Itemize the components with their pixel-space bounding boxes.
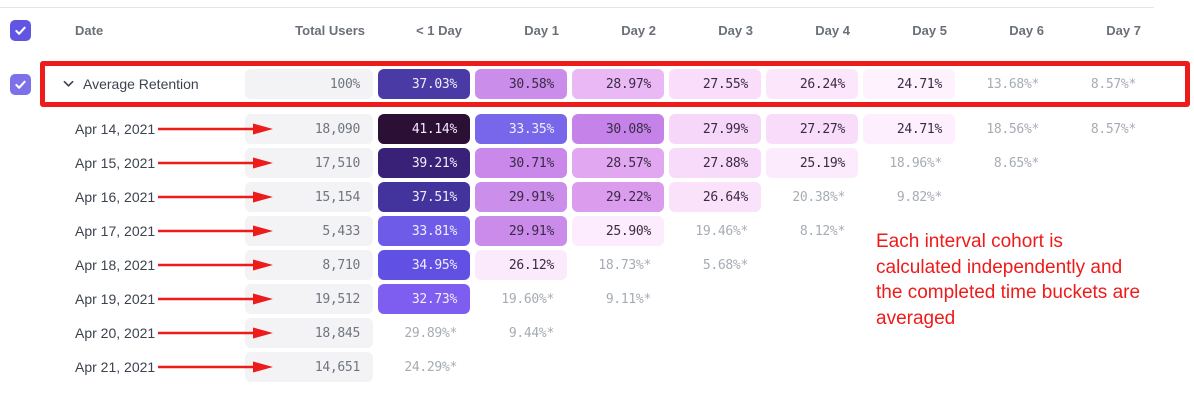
retention-cell-lt-1-day: 37.51% (378, 182, 470, 212)
retention-cell-day-4: 20.38%* (792, 189, 845, 205)
cohort-date-label: Apr 16, 2021 (75, 189, 156, 205)
retention-cell-lt-1-day: 37.03% (378, 69, 470, 99)
cohort-date-label: Apr 20, 2021 (75, 325, 156, 341)
row-label-cell: Apr 17, 2021 (50, 223, 245, 239)
retention-cell-day-1: 30.71% (475, 148, 567, 178)
row-label-cell: Average Retention (50, 76, 245, 92)
cohort-date-label: Apr 17, 2021 (75, 223, 156, 239)
cohort-row-apr-15-2021: Apr 15, 2021 17,510 39.21% 30.71% 28.57% 27.8… (10, 146, 1154, 180)
retention-cell-day-1: 29.91% (475, 182, 567, 212)
retention-cell-lt-1-day: 24.29%* (404, 359, 457, 375)
row-label-cell: Apr 15, 2021 (50, 155, 245, 171)
retention-cohort-table: Date Total Users < 1 Day Day 1 Day 2 Day 3 Day… (0, 7, 1190, 384)
column-header-day-6: Day 6 (1009, 23, 1044, 38)
row-label-cell: Apr 18, 2021 (50, 257, 245, 273)
retention-cell-day-3: 27.99% (669, 114, 761, 144)
retention-cell-lt-1-day: 32.73% (378, 284, 470, 314)
cohort-date-label: Apr 14, 2021 (75, 121, 156, 137)
column-header-day-4: Day 4 (815, 23, 850, 38)
retention-cell-day-2: 9.11%* (605, 291, 651, 307)
retention-cell-day-1: 30.58% (475, 69, 567, 99)
cohort-row-apr-16-2021: Apr 16, 2021 15,154 37.51% 29.91% 29.22% 26.6… (10, 180, 1154, 214)
select-all-checkbox[interactable] (10, 20, 31, 41)
retention-cell-day-2: 18.73%* (598, 257, 651, 273)
total-users-cell: 100% (245, 69, 373, 99)
retention-cell-lt-1-day: 33.81% (378, 216, 470, 246)
column-header-day-1: Day 1 (524, 23, 559, 38)
retention-cell-day-4: 27.27% (766, 114, 858, 144)
select-all-cell (10, 20, 50, 41)
retention-cell-day-2: 28.97% (572, 69, 664, 99)
cohort-row-apr-14-2021: Apr 14, 2021 18,090 41.14% 33.35% 30.08% 27.9… (10, 112, 1154, 146)
cohort-row-apr-17-2021: Apr 17, 2021 5,433 33.81% 29.91% 25.90% 19.46… (10, 214, 1154, 248)
total-users-cell: 14,651 (245, 352, 373, 382)
column-header-day-7: Day 7 (1106, 23, 1141, 38)
retention-cell-day-1: 26.12% (475, 250, 567, 280)
total-users-cell: 18,845 (245, 318, 373, 348)
cohort-date-label: Apr 15, 2021 (75, 155, 156, 171)
column-header-day-3: Day 3 (718, 23, 753, 38)
cohort-date-label: Apr 19, 2021 (75, 291, 156, 307)
retention-cell-day-1: 9.44%* (508, 325, 554, 341)
retention-cell-lt-1-day: 39.21% (378, 148, 470, 178)
row-select-cell (10, 73, 50, 95)
total-users-cell: 8,710 (245, 250, 373, 280)
total-users-cell: 17,510 (245, 148, 373, 178)
row-label-cell: Apr 14, 2021 (50, 121, 245, 137)
retention-cell-day-1: 33.35% (475, 114, 567, 144)
retention-cell-day-5: 9.82%* (896, 189, 942, 205)
cohort-date-label: Apr 18, 2021 (75, 257, 156, 273)
retention-cell-day-6: 13.68%* (986, 76, 1039, 92)
average-retention-label: Average Retention (83, 76, 199, 92)
chevron-down-icon[interactable] (63, 80, 74, 88)
retention-cell-day-1: 29.91% (475, 216, 567, 246)
column-header-total-users: Total Users (295, 23, 365, 38)
total-users-cell: 15,154 (245, 182, 373, 212)
checkmark-icon (15, 80, 26, 89)
retention-cell-day-2: 28.57% (572, 148, 664, 178)
retention-cell-day-3: 19.46%* (695, 223, 748, 239)
header-row: Date Total Users < 1 Day Day 1 Day 2 Day 3 Day… (10, 15, 1154, 46)
column-header-day-5: Day 5 (912, 23, 947, 38)
row-label-cell: Apr 21, 2021 (50, 359, 245, 375)
retention-cell-day-3: 26.64% (669, 182, 761, 212)
retention-cell-day-5: 24.71% (863, 69, 955, 99)
retention-cell-day-5: 24.71% (863, 114, 955, 144)
cohort-row-apr-19-2021: Apr 19, 2021 19,512 32.73% 19.60%* 9.11%* (10, 282, 1154, 316)
retention-cell-lt-1-day: 41.14% (378, 114, 470, 144)
retention-cell-day-7: 8.57%* (1090, 76, 1136, 92)
retention-cell-day-3: 5.68%* (702, 257, 748, 273)
total-users-cell: 19,512 (245, 284, 373, 314)
red-note-annotation: Each interval cohort is calculated indep… (876, 231, 1141, 329)
table-body: Average Retention 100% 37.03% 30.58% 28.97% 2… (10, 61, 1190, 384)
retention-cell-day-4: 26.24% (766, 69, 858, 99)
retention-cell-day-2: 29.22% (572, 182, 664, 212)
total-users-cell: 5,433 (245, 216, 373, 246)
total-users-cell: 18,090 (245, 114, 373, 144)
column-header-1-day: < 1 Day (416, 23, 462, 38)
average-retention-row: Average Retention 100% 37.03% 30.58% 28.97% 2… (10, 61, 1190, 107)
retention-cell-day-6: 8.65%* (993, 155, 1039, 171)
retention-cell-day-3: 27.88% (669, 148, 761, 178)
row-label-cell: Apr 16, 2021 (50, 189, 245, 205)
retention-cell-day-4: 8.12%* (799, 223, 845, 239)
retention-cell-lt-1-day: 34.95% (378, 250, 470, 280)
retention-cell-day-2: 30.08% (572, 114, 664, 144)
retention-cell-day-7: 8.57%* (1090, 121, 1136, 137)
row-label-cell: Apr 20, 2021 (50, 325, 245, 341)
cohort-date-label: Apr 21, 2021 (75, 359, 156, 375)
column-header-day-2: Day 2 (621, 23, 656, 38)
retention-cell-day-6: 18.56%* (986, 121, 1039, 137)
row-label-cell: Apr 19, 2021 (50, 291, 245, 307)
retention-cell-day-5: 18.96%* (889, 155, 942, 171)
checkmark-icon (15, 26, 26, 35)
retention-cell-day-4: 25.19% (766, 148, 858, 178)
row-checkbox[interactable] (10, 73, 31, 95)
retention-cell-lt-1-day: 29.89%* (404, 325, 457, 341)
retention-cell-day-3: 27.55% (669, 69, 761, 99)
retention-cell-day-1: 19.60%* (501, 291, 554, 307)
cohort-row-apr-21-2021: Apr 21, 2021 14,651 24.29%* (10, 350, 1154, 384)
retention-cell-day-2: 25.90% (572, 216, 664, 246)
column-header-date: Date (75, 23, 104, 38)
